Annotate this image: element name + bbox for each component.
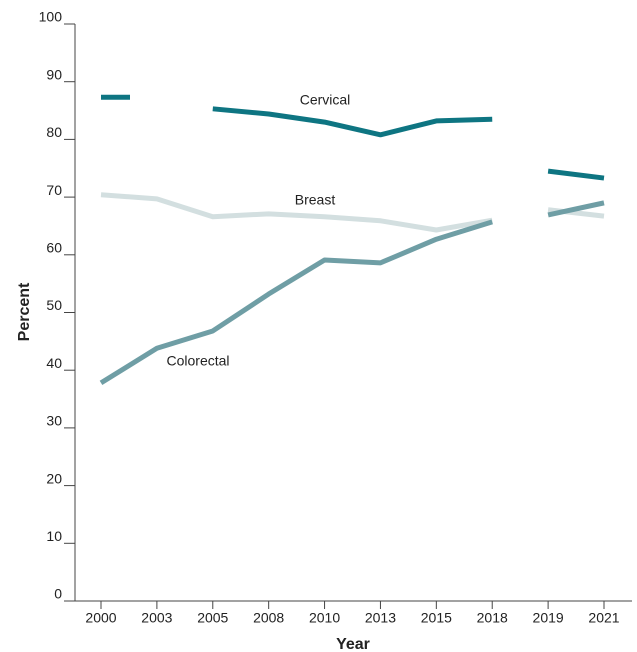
x-tick-label: 2018 <box>477 610 508 626</box>
x-tick-label: 2000 <box>85 610 116 626</box>
y-tick-label: 90 <box>46 66 62 82</box>
series-line <box>99 219 493 386</box>
y-tick-label: 60 <box>46 240 62 256</box>
y-tick-label: 30 <box>46 413 62 429</box>
series-label: Breast <box>295 192 336 208</box>
y-tick-label: 70 <box>46 182 62 198</box>
series-line <box>547 200 605 218</box>
y-tick-label: 10 <box>46 528 62 544</box>
y-tick-label: 50 <box>46 297 62 313</box>
y-tick-label: 0 <box>54 586 62 602</box>
series-label: Cervical <box>300 92 351 108</box>
x-tick-label: 2010 <box>309 610 340 626</box>
series-line <box>212 106 493 138</box>
series-line <box>100 192 493 233</box>
x-tick-label: 2019 <box>533 610 564 626</box>
series-line <box>547 168 605 181</box>
x-tick-label: 2021 <box>588 610 619 626</box>
x-tick-label: 2008 <box>253 610 284 626</box>
x-axis-title: Year <box>336 636 370 652</box>
series-label: Colorectal <box>166 353 229 369</box>
y-axis-title: Percent <box>16 282 33 341</box>
x-tick-label: 2015 <box>421 610 452 626</box>
x-tick-label: 2005 <box>197 610 228 626</box>
y-tick-label: 80 <box>46 124 62 140</box>
x-tick-label: 2013 <box>365 610 396 626</box>
y-tick-label: 100 <box>39 9 63 25</box>
x-tick-label: 2003 <box>141 610 172 626</box>
y-tick-label: 40 <box>46 355 62 371</box>
y-tick-label: 20 <box>46 470 62 486</box>
